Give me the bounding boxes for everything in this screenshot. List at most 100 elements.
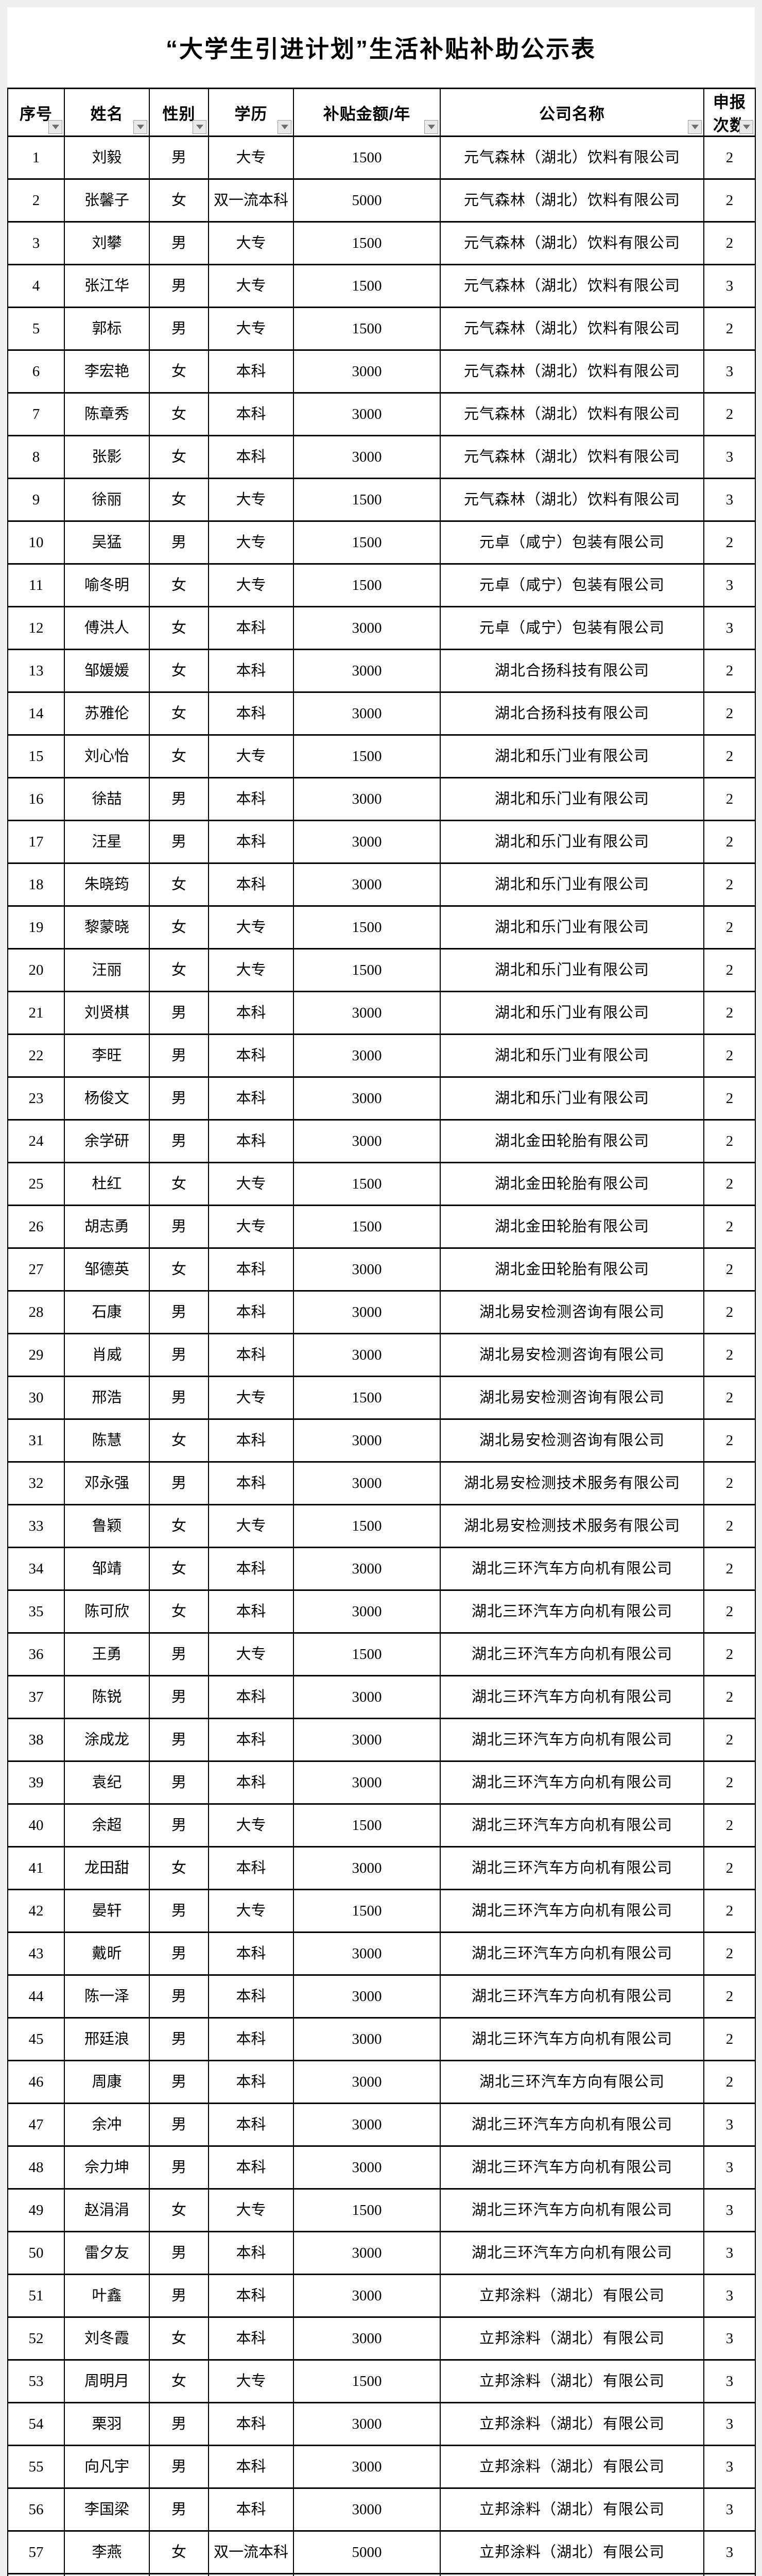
filter-button-company[interactable] (688, 120, 702, 134)
cell-gender: 男 (149, 1974, 209, 2019)
cell-subsidy-amount: 1500 (293, 135, 441, 180)
cell-name: 余冲 (64, 2103, 150, 2147)
table-row: 32 邓永强 男 本科 3000 湖北易安检测技术服务有限公司 2 (7, 1461, 756, 1505)
filter-button-name[interactable] (133, 120, 147, 134)
cell-subsidy-amount: 3000 (293, 1718, 441, 1762)
cell-name: 余超 (64, 1803, 150, 1848)
cell-education: 本科 (208, 2017, 294, 2061)
cell-serial-number: 41 (7, 1846, 65, 1890)
cell-name: 邹德英 (64, 1247, 150, 1292)
cell-gender: 男 (149, 1461, 209, 1505)
cell-education: 大专 (208, 221, 294, 265)
cell-application-count: 2 (703, 1076, 756, 1121)
cell-application-count: 2 (703, 1675, 756, 1719)
cell-serial-number: 28 (7, 1290, 65, 1334)
cell-application-count: 2 (703, 1119, 756, 1163)
cell-application-count: 3 (703, 2402, 756, 2446)
cell-education: 大专 (208, 1803, 294, 1848)
cell-application-count: 3 (703, 478, 756, 522)
cell-company-name: 湖北和乐门业有限公司 (440, 820, 704, 864)
cell-application-count: 2 (703, 2573, 756, 2576)
filter-button-education[interactable] (278, 120, 291, 134)
filter-button-amount[interactable] (424, 120, 438, 134)
cell-serial-number: 4 (7, 264, 65, 308)
cell-application-count: 3 (703, 264, 756, 308)
cell-subsidy-amount: 3000 (293, 1547, 441, 1591)
filter-button-count[interactable] (739, 120, 753, 134)
cell-application-count: 2 (703, 1504, 756, 1548)
cell-gender: 男 (149, 2103, 209, 2147)
col-header-no: 序号 (7, 88, 65, 137)
cell-education: 本科 (208, 2316, 294, 2361)
cell-company-name: 立邦涂料（湖北）有限公司 (440, 2274, 704, 2318)
cell-subsidy-amount: 3000 (293, 1076, 441, 1121)
filter-button-gender[interactable] (193, 120, 206, 134)
cell-gender: 女 (149, 392, 209, 436)
filter-button-no[interactable] (48, 120, 62, 134)
col-header-no-label: 序号 (20, 105, 53, 123)
cell-gender: 女 (149, 905, 209, 950)
cell-application-count: 2 (703, 1162, 756, 1206)
header-row: 序号 姓名 性别 学历 (7, 88, 756, 137)
cell-gender: 男 (149, 1889, 209, 1933)
cell-application-count: 2 (703, 1589, 756, 1634)
table-row: 13 邹媛媛 女 本科 3000 湖北合扬科技有限公司 2 (7, 649, 756, 693)
cell-subsidy-amount: 3000 (293, 1119, 441, 1163)
cell-serial-number: 54 (7, 2402, 65, 2446)
page-title: “大学生引进计划”生活补贴补助公示表 (166, 36, 596, 62)
cell-company-name: 湖北和乐门业有限公司 (440, 734, 704, 778)
table-row: 2 张馨子 女 双一流本科 5000 元气森林（湖北）饮料有限公司 2 (7, 178, 756, 223)
cell-gender: 男 (149, 221, 209, 265)
cell-name: 涂成龙 (64, 1718, 150, 1762)
cell-serial-number: 15 (7, 734, 65, 778)
table-row: 40 余超 男 大专 1500 湖北三环汽车方向机有限公司 2 (7, 1803, 756, 1848)
cell-name: 苏雅伦 (64, 691, 150, 736)
col-header-gender-label: 性别 (162, 105, 196, 123)
cell-company-name: 湖北易安检测咨询有限公司 (440, 1290, 704, 1334)
cell-name: 朱晓筠 (64, 862, 150, 907)
cell-serial-number: 56 (7, 2487, 65, 2532)
cell-gender: 男 (149, 1376, 209, 1420)
cell-company-name: 湖北三环汽车方向机有限公司 (440, 1803, 704, 1848)
cell-application-count: 2 (703, 777, 756, 821)
cell-subsidy-amount: 3000 (293, 2316, 441, 2361)
cell-serial-number: 51 (7, 2274, 65, 2318)
cell-name: 周明月 (64, 2359, 150, 2403)
cell-subsidy-amount: 3000 (293, 991, 441, 1035)
cell-serial-number: 6 (7, 349, 65, 394)
cell-company-name: 湖北三环汽车方向机有限公司 (440, 1760, 704, 1805)
cell-application-count: 2 (703, 1247, 756, 1292)
table-row: 51 叶鑫 男 本科 3000 立邦涂料（湖北）有限公司 3 (7, 2274, 756, 2318)
cell-gender: 男 (149, 1632, 209, 1676)
cell-gender: 男 (149, 1931, 209, 1976)
cell-education: 本科 (208, 2573, 294, 2576)
cell-application-count: 2 (703, 649, 756, 693)
cell-education: 本科 (208, 1931, 294, 1976)
cell-application-count: 3 (703, 2231, 756, 2275)
table-row: 46 周康 男 本科 3000 湖北三环汽车方向有限公司 2 (7, 2060, 756, 2104)
cell-education: 本科 (208, 1547, 294, 1591)
cell-gender: 女 (149, 1162, 209, 1206)
cell-education: 大专 (208, 948, 294, 992)
cell-subsidy-amount: 3000 (293, 2017, 441, 2061)
cell-subsidy-amount: 3000 (293, 392, 441, 436)
cell-subsidy-amount: 1500 (293, 1632, 441, 1676)
cell-company-name: 立邦涂料（湖北）有限公司 (440, 2573, 704, 2576)
cell-name: 项航宇 (64, 2573, 150, 2576)
cell-name: 张江华 (64, 264, 150, 308)
table-row: 17 汪星 男 本科 3000 湖北和乐门业有限公司 2 (7, 820, 756, 864)
cell-education: 本科 (208, 691, 294, 736)
table-row: 54 栗羽 男 本科 3000 立邦涂料（湖北）有限公司 3 (7, 2402, 756, 2446)
cell-subsidy-amount: 1500 (293, 1504, 441, 1548)
col-header-education-label: 学历 (234, 105, 268, 123)
cell-education: 大专 (208, 1632, 294, 1676)
cell-education: 本科 (208, 1333, 294, 1377)
cell-gender: 男 (149, 1290, 209, 1334)
cell-name: 杜红 (64, 1162, 150, 1206)
cell-subsidy-amount: 1500 (293, 221, 441, 265)
cell-education: 本科 (208, 1290, 294, 1334)
cell-gender: 男 (149, 1760, 209, 1805)
filter-dropdown-icon (196, 125, 203, 129)
cell-company-name: 湖北三环汽车方向机有限公司 (440, 1718, 704, 1762)
cell-education: 大专 (208, 1889, 294, 1933)
